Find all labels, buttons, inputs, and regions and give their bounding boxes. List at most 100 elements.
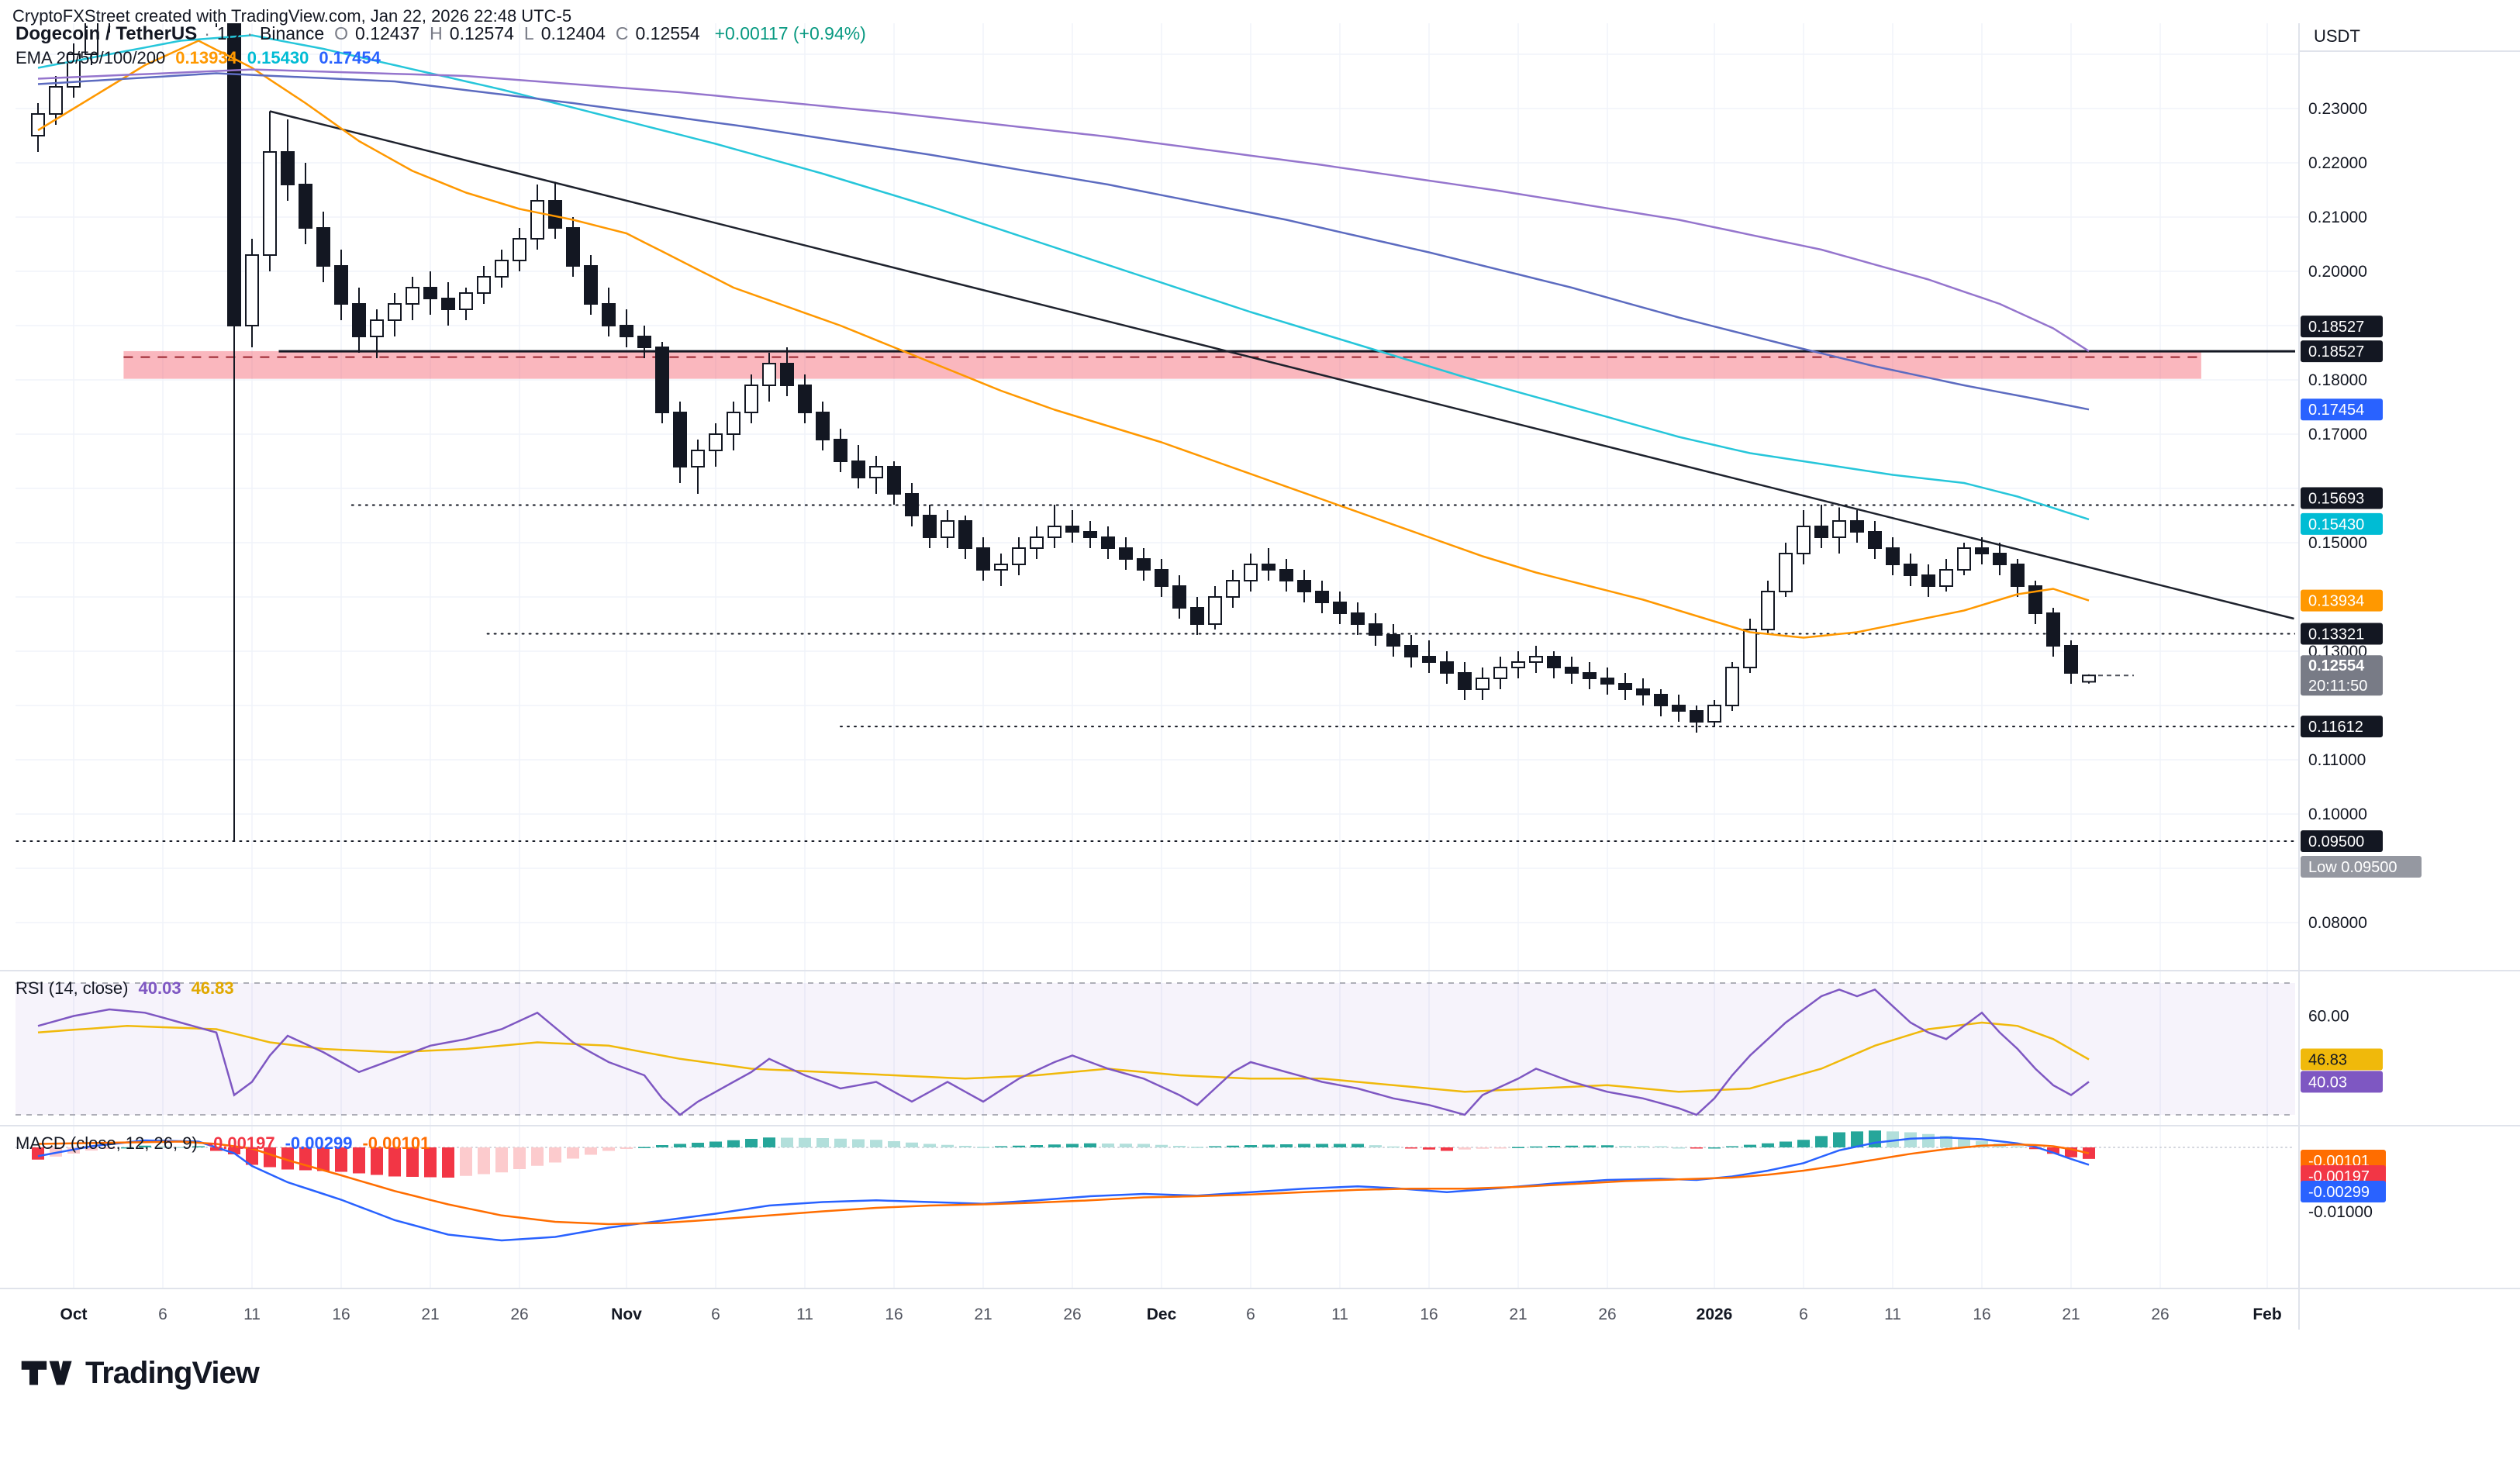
change-value: +0.00117 (+0.94%) [714, 23, 866, 43]
rsi-legend[interactable]: RSI (14, close) 40.03 46.83 [16, 978, 234, 999]
svg-text:Oct: Oct [60, 1306, 87, 1323]
rsi-line [37, 988, 2090, 1116]
macd-hist-value: -0.00197 [207, 1133, 275, 1153]
svg-text:0.08000: 0.08000 [2308, 914, 2367, 932]
tradingview-logo[interactable]: TradingView [20, 1355, 260, 1391]
svg-text:Low 0.09500: Low 0.09500 [2308, 859, 2397, 876]
svg-text:21: 21 [974, 1306, 992, 1323]
svg-text:0.15000: 0.15000 [2308, 534, 2367, 552]
svg-text:26: 26 [1598, 1306, 1616, 1323]
low-label: L [523, 23, 534, 43]
svg-text:20:11:50: 20:11:50 [2308, 678, 2367, 695]
exchange-name: Binance [260, 23, 325, 43]
ema-line [37, 68, 2090, 352]
resistance-zone[interactable] [123, 350, 2201, 379]
svg-text:40.03: 40.03 [2308, 1074, 2347, 1091]
ema-legend[interactable]: EMA 20/50/100/200 0.13934 0.15430 0.1745… [16, 48, 381, 68]
svg-text:0.11000: 0.11000 [2308, 751, 2366, 769]
price-axis-badge: 0.18527 [2301, 340, 2383, 363]
svg-text:6: 6 [1246, 1306, 1255, 1323]
open-label: O [334, 23, 349, 43]
svg-text:6: 6 [158, 1306, 167, 1323]
tradingview-logo-text: TradingView [85, 1355, 260, 1390]
descending-trendline[interactable] [269, 110, 2294, 620]
price-axis-badge: 46.83 [2301, 1048, 2383, 1071]
svg-text:11: 11 [796, 1306, 813, 1323]
svg-text:2026: 2026 [1697, 1306, 1733, 1323]
price-axis-badge: 0.15430 [2301, 512, 2383, 535]
macd-line-value: -0.00299 [285, 1133, 353, 1153]
svg-text:0.13321: 0.13321 [2308, 626, 2364, 643]
svg-text:16: 16 [885, 1306, 903, 1323]
close-value: 0.12554 [635, 23, 700, 43]
svg-text:0.18527: 0.18527 [2308, 343, 2364, 360]
svg-text:6: 6 [711, 1306, 720, 1323]
macd-legend[interactable]: MACD (close, 12, 26, 9) -0.00197 -0.0029… [16, 1133, 430, 1154]
ema50-value: 0.15430 [247, 48, 309, 67]
price-axis-currency[interactable]: USDT [2314, 26, 2360, 46]
high-label: H [430, 23, 443, 43]
rsi-pane [16, 982, 2295, 1116]
price-axis-badge: 0.15693 [2301, 487, 2383, 509]
main-pane [16, 23, 2295, 842]
price-axis-badge: 0.11612 [2301, 716, 2383, 738]
price-axis-badge: 0.17454 [2301, 398, 2383, 421]
price-axis-badge: -0.00299 [2301, 1181, 2386, 1202]
svg-text:21: 21 [1509, 1306, 1527, 1323]
macd-signal-line [37, 1140, 2090, 1226]
svg-text:11: 11 [243, 1306, 261, 1323]
price-axis-badge: Low 0.09500 [2301, 856, 2422, 878]
price-axis[interactable]: 0.23000 0.22000 0.21000 0.20000 0.18000 0.170… [2301, 100, 2422, 1221]
svg-text:Dec: Dec [1147, 1306, 1177, 1323]
svg-text:11: 11 [1331, 1306, 1348, 1323]
svg-text:0.17454: 0.17454 [2308, 402, 2364, 419]
svg-text:11: 11 [1884, 1306, 1901, 1323]
svg-text:0.18527: 0.18527 [2308, 319, 2364, 336]
tradingview-icon [21, 1361, 72, 1385]
ema-legend-title: EMA 20/50/100/200 [16, 48, 166, 67]
svg-text:0.22000: 0.22000 [2308, 154, 2367, 172]
svg-text:Feb: Feb [2252, 1306, 2281, 1323]
svg-text:0.11612: 0.11612 [2308, 719, 2363, 736]
svg-text:0.18000: 0.18000 [2308, 371, 2367, 389]
svg-text:Nov: Nov [611, 1306, 642, 1323]
legend-separator: · [204, 23, 210, 43]
ema20-value: 0.13934 [175, 48, 237, 67]
symbol-legend[interactable]: Dogecoin / TetherUS · 1D · Binance O 0.12… [16, 23, 866, 45]
candle-series [31, 23, 2096, 841]
open-value: 0.12437 [355, 23, 420, 43]
svg-text:0.09500: 0.09500 [2308, 833, 2364, 850]
svg-text:26: 26 [2151, 1306, 2169, 1323]
svg-text:0.10000: 0.10000 [2308, 805, 2367, 823]
svg-text:16: 16 [1973, 1306, 1990, 1323]
macd-pane [16, 1130, 2295, 1242]
close-label: C [615, 23, 629, 43]
svg-text:26: 26 [1063, 1306, 1081, 1323]
svg-text:16: 16 [332, 1306, 350, 1323]
ema100-value: 0.17454 [319, 48, 381, 67]
svg-text:0.20000: 0.20000 [2308, 263, 2367, 281]
time-axis[interactable]: Oct 6 11 16 21 26 Nov 6 11 16 21 26 Dec 6 11 16 21 26 2026… [60, 1306, 2281, 1323]
grid [16, 23, 2299, 1288]
svg-text:0.23000: 0.23000 [2308, 100, 2367, 118]
svg-text:0.15430: 0.15430 [2308, 516, 2364, 533]
svg-text:0.17000: 0.17000 [2308, 426, 2367, 443]
price-axis-badge: 0.18527 [2301, 316, 2383, 338]
rsi-ma-value: 46.83 [191, 978, 234, 998]
svg-text:60.00: 60.00 [2308, 1008, 2349, 1026]
macd-legend-title: MACD (close, 12, 26, 9) [16, 1133, 198, 1153]
svg-text:26: 26 [510, 1306, 528, 1323]
rsi-legend-title: RSI (14, close) [16, 978, 129, 998]
price-axis-badge: 0.12554 20:11:50 [2301, 655, 2383, 696]
low-value: 0.12404 [540, 23, 606, 43]
price-axis-badge: 0.09500 [2301, 830, 2383, 852]
ema-line [37, 40, 2090, 639]
macd-line [37, 1137, 2090, 1242]
svg-text:0.13934: 0.13934 [2308, 593, 2364, 610]
interval-label: 1D [216, 23, 240, 43]
ema-line [37, 72, 2090, 411]
svg-text:21: 21 [2062, 1306, 2080, 1323]
header-credit: CryptoFXStreet created with TradingView.… [12, 6, 572, 26]
svg-text:0.21000: 0.21000 [2308, 209, 2367, 226]
